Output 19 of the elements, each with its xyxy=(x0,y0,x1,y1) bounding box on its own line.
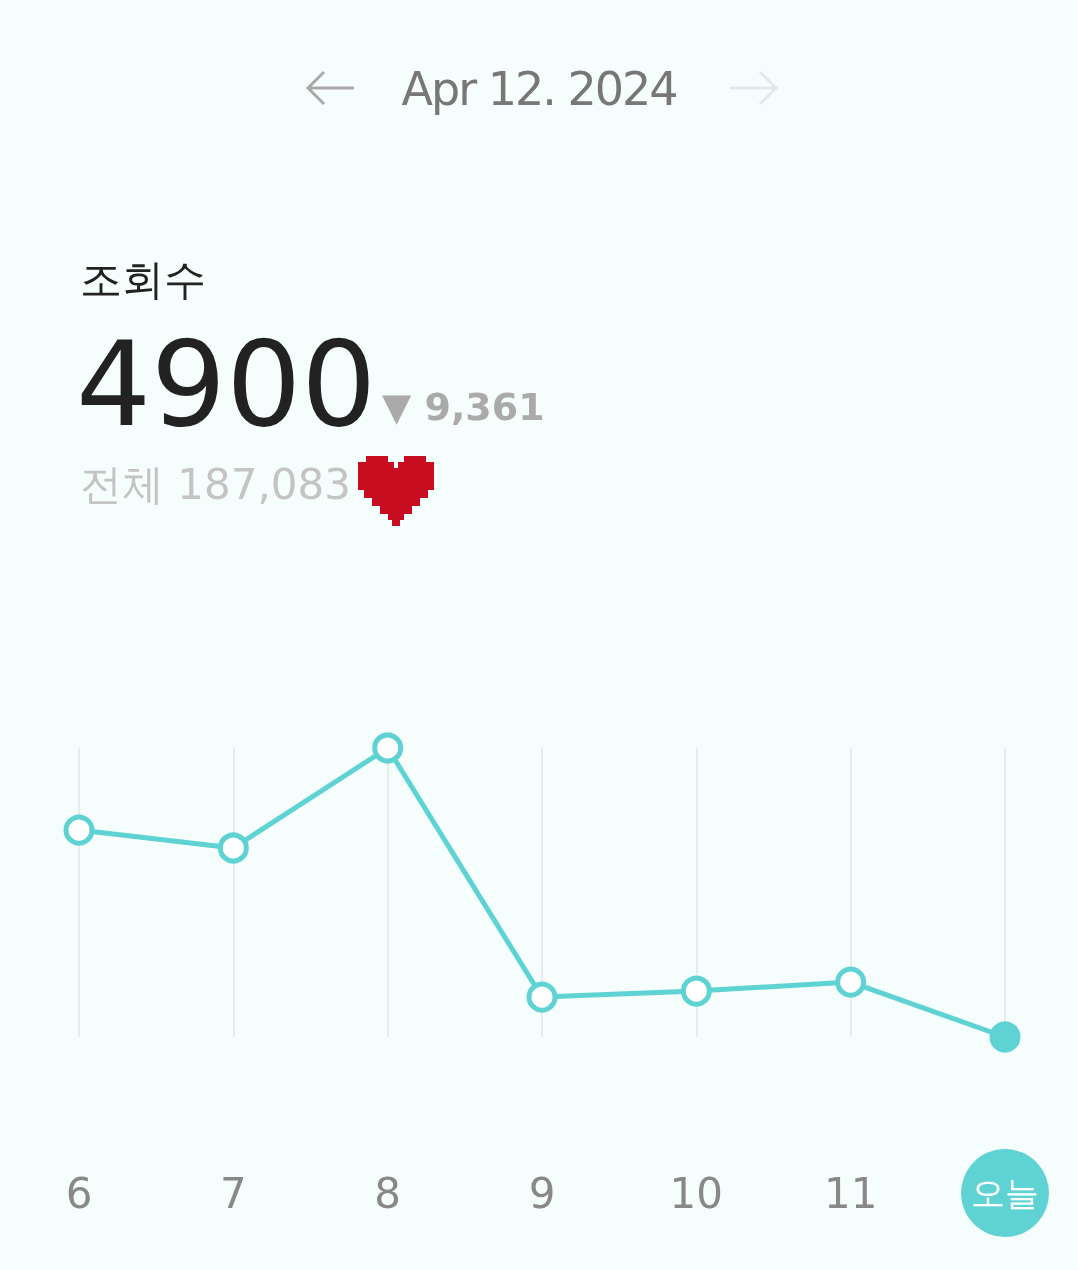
chart-title: 조회수 xyxy=(80,254,206,306)
x-tick-label: 10 xyxy=(669,1168,724,1218)
x-tick-label: 11 xyxy=(823,1168,878,1218)
chart-subtitle: Apr 12. 2024 xyxy=(400,62,678,116)
point xyxy=(217,832,249,864)
point xyxy=(526,981,558,1013)
text: 4900 xyxy=(76,315,377,453)
point xyxy=(372,732,404,764)
point xyxy=(63,814,95,846)
text: 전체 187,083 xyxy=(80,459,352,511)
text: ▼ 9,361 xyxy=(382,385,545,429)
point xyxy=(989,1021,1021,1053)
x-tick-label: 6 xyxy=(65,1168,93,1218)
x-tick-label: 8 xyxy=(374,1168,402,1218)
point xyxy=(680,975,712,1007)
x-tick-label: 7 xyxy=(219,1168,247,1218)
x-tick-label: 9 xyxy=(528,1168,556,1218)
point xyxy=(835,966,867,998)
x-tick-label: 오늘 xyxy=(971,1173,1039,1213)
